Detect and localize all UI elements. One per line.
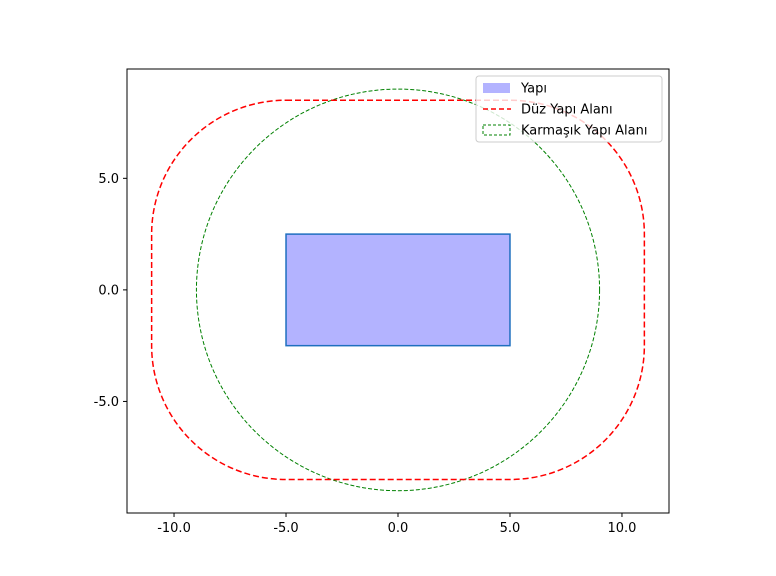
x-tick-label: -5.0 [273, 521, 298, 536]
y-tick-label: 0.0 [98, 283, 119, 298]
x-tick-label: 0.0 [388, 521, 409, 536]
y-tick-label: 5.0 [98, 172, 119, 187]
duz-yapi-alani-curve [150, 99, 646, 481]
legend-label: Karmaşık Yapı Alanı [521, 124, 648, 139]
x-tick-label: 5.0 [500, 521, 521, 536]
legend-swatch-karmasik-yapi-alani [482, 124, 511, 136]
legend-box [475, 75, 663, 143]
y-tick-label: -5.0 [94, 395, 119, 410]
legend-label: Düz Yapı Alanı [521, 103, 613, 118]
legend-swatch-yapi [483, 83, 510, 93]
legend: Yapı Düz Yapı Alanı Karmaşık Yapı Alanı [475, 75, 663, 143]
legend-label: Yapı [520, 82, 547, 97]
karmasik-yapi-alani-curve [195, 88, 601, 492]
yapi-rectangle [285, 233, 511, 347]
y-axis: -5.0 0.0 5.0 [94, 172, 127, 410]
plot-area [150, 88, 646, 492]
x-tick-label: 10.0 [607, 521, 636, 536]
x-axis: -10.0 -5.0 0.0 5.0 10.0 [157, 513, 636, 536]
x-tick-label: -10.0 [157, 521, 191, 536]
